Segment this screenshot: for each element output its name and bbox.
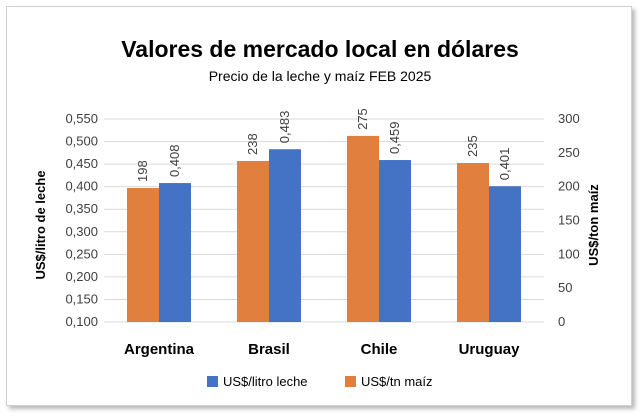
data-label-maiz: 238 bbox=[245, 133, 260, 155]
bar-maiz bbox=[127, 188, 159, 322]
y-axis-title: US$/litro de leche bbox=[33, 170, 48, 279]
bars bbox=[127, 135, 521, 322]
y-tick-label: 0,300 bbox=[65, 224, 98, 239]
bar-leche bbox=[379, 160, 411, 322]
legend-swatch-maiz bbox=[345, 376, 356, 387]
legend-swatch-leche bbox=[207, 376, 218, 387]
y-tick-label: 0,250 bbox=[65, 246, 98, 261]
data-label-maiz: 275 bbox=[355, 108, 370, 130]
category-label: Brasil bbox=[248, 341, 290, 358]
y2-tick-label: 150 bbox=[558, 213, 580, 228]
data-label-leche: 0,401 bbox=[497, 148, 512, 181]
y2-tick-label: 250 bbox=[558, 145, 580, 160]
y2-tick-label: 200 bbox=[558, 179, 580, 194]
y2-tick-label: 0 bbox=[558, 314, 565, 329]
data-label-leche: 0,459 bbox=[387, 122, 402, 155]
data-label-leche: 0,483 bbox=[277, 111, 292, 144]
bar-leche bbox=[269, 149, 301, 322]
y-tick-label: 0,350 bbox=[65, 201, 98, 216]
category-label: Argentina bbox=[124, 341, 195, 358]
data-labels: 198 0,408 238 0,483 275 0,459 235 0,401 bbox=[135, 108, 512, 182]
y-tick-label: 0,400 bbox=[65, 179, 98, 194]
legend-label-leche: US$/litro leche bbox=[223, 374, 308, 389]
y2-axis-title: US$/ton maíz bbox=[586, 184, 601, 266]
data-label-maiz: 235 bbox=[465, 135, 480, 157]
bar-maiz bbox=[237, 160, 269, 322]
y2-tick-label: 100 bbox=[558, 246, 580, 261]
data-label-maiz: 198 bbox=[135, 160, 150, 182]
chart-subtitle: Precio de la leche y maíz FEB 2025 bbox=[209, 68, 432, 84]
category-label: Uruguay bbox=[459, 341, 521, 358]
bar-leche bbox=[489, 186, 521, 322]
y-tick-label: 0,450 bbox=[65, 156, 98, 171]
bar-maiz bbox=[347, 135, 379, 322]
legend: US$/litro leche US$/tn maíz bbox=[207, 374, 433, 389]
y2-tick-label: 300 bbox=[558, 111, 580, 126]
y-tick-label: 0,200 bbox=[65, 269, 98, 284]
bar-leche bbox=[159, 183, 191, 322]
chart-frame: Valores de mercado local en dólares Prec… bbox=[6, 6, 632, 406]
y-tick-label: 0,550 bbox=[65, 111, 98, 126]
chart: Valores de mercado local en dólares Prec… bbox=[33, 36, 601, 389]
data-label-leche: 0,408 bbox=[167, 145, 182, 178]
bar-maiz bbox=[457, 162, 489, 322]
y-tick-label: 0,100 bbox=[65, 314, 98, 329]
chart-title: Valores de mercado local en dólares bbox=[121, 36, 519, 62]
category-label: Chile bbox=[361, 341, 398, 358]
tick-labels: 0,100 0,150 0,200 0,250 0,300 0,350 0,400 0,450… bbox=[65, 111, 579, 329]
y-tick-label: 0,500 bbox=[65, 134, 98, 149]
y-tick-label: 0,150 bbox=[65, 291, 98, 306]
category-labels: Argentina Brasil Chile Uruguay bbox=[124, 341, 520, 358]
legend-label-maiz: US$/tn maíz bbox=[361, 374, 433, 389]
y2-tick-label: 50 bbox=[558, 280, 572, 295]
